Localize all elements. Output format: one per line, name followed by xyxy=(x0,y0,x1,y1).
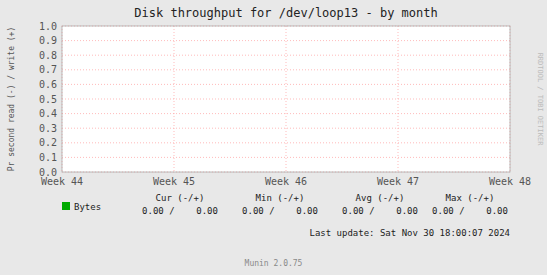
y-tick-label: 0.3 xyxy=(39,123,57,134)
y-tick-label: 0.1 xyxy=(39,152,57,163)
chart: 0.00.10.20.30.40.50.60.70.80.91.0Week 44… xyxy=(0,0,547,275)
plot-area xyxy=(62,26,510,172)
y-tick-label: 0.6 xyxy=(39,79,57,90)
stats-header: Avg (-/+) xyxy=(356,193,405,203)
grid-line xyxy=(62,55,510,56)
grid-line xyxy=(286,26,287,172)
stats-header: Min (-/+) xyxy=(256,193,305,203)
watermark: RRDTOOL / TOBI OETIKER xyxy=(536,53,544,147)
y-tick-label: 1.0 xyxy=(39,21,57,32)
plot-frame xyxy=(62,26,510,172)
y-tick-label: 0.4 xyxy=(39,108,57,119)
y-tick-label: 0.7 xyxy=(39,64,57,75)
grid-line xyxy=(398,26,399,172)
version-label: Munin 2.0.75 xyxy=(245,259,303,268)
stats-value: 0.00 / 0.00 xyxy=(142,206,218,216)
stats-value: 0.00 / 0.00 xyxy=(432,206,508,216)
grid-line xyxy=(174,26,175,172)
x-tick-label: Week 46 xyxy=(265,176,307,187)
title: Disk throughput for /dev/loop13 - by mon… xyxy=(134,6,437,20)
grid-line xyxy=(62,69,510,70)
last-update: Last update: Sat Nov 30 18:00:07 2024 xyxy=(310,228,510,238)
x-tick-label: Week 44 xyxy=(41,176,83,187)
legend-swatch xyxy=(62,202,70,210)
y-tick-label: 0.8 xyxy=(39,50,57,61)
stats-value: 0.00 / 0.00 xyxy=(342,206,418,216)
grid-line xyxy=(62,157,510,158)
grid-line xyxy=(62,40,510,41)
x-tick-label: Week 48 xyxy=(489,176,531,187)
background xyxy=(0,0,547,275)
y-tick-label: 0.2 xyxy=(39,137,57,148)
stats-value: 0.00 / 0.00 xyxy=(242,206,318,216)
x-tick-label: Week 45 xyxy=(153,176,195,187)
grid-line xyxy=(62,84,510,85)
x-tick-label: Week 47 xyxy=(377,176,419,187)
stats-header: Cur (-/+) xyxy=(156,193,205,203)
legend-label: Bytes xyxy=(74,202,101,212)
y-tick-label: 0.9 xyxy=(39,35,57,46)
y-axis-label: Pr second read (-) / write (+) xyxy=(7,27,16,172)
stats-header: Max (-/+) xyxy=(446,193,495,203)
y-tick-label: 0.5 xyxy=(39,94,57,105)
